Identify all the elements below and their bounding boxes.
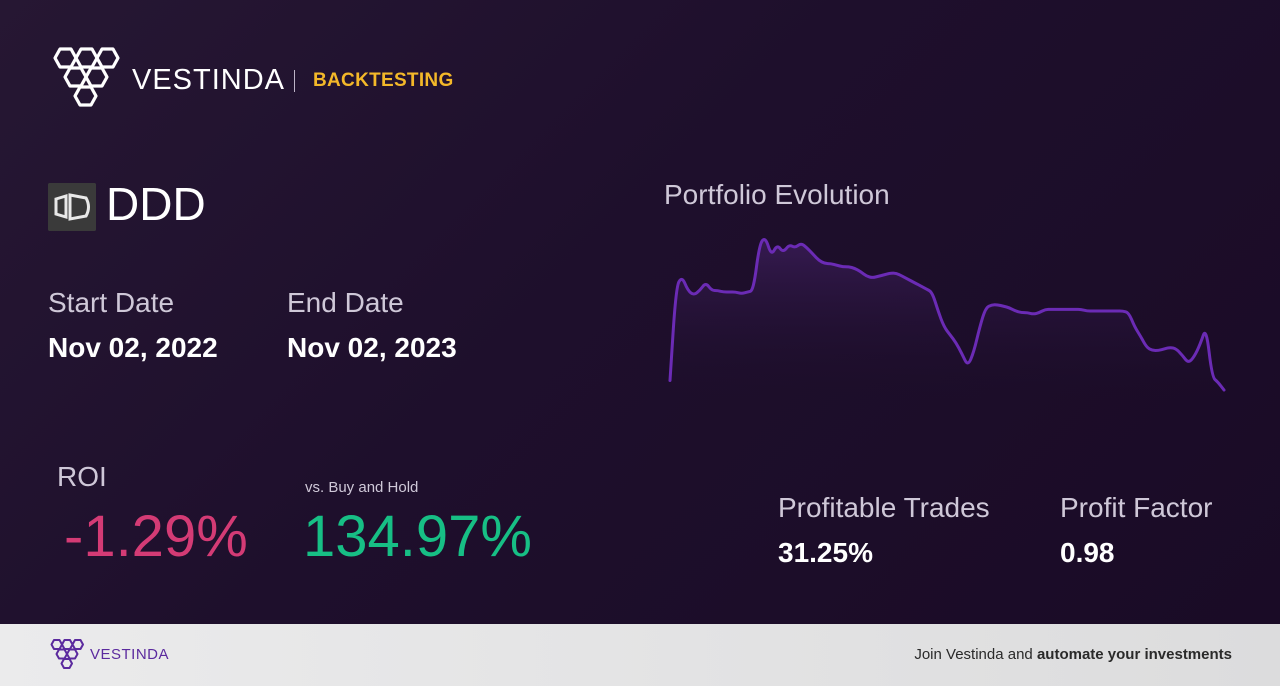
- footer-cta-link[interactable]: Join Vestinda and automate your investme…: [914, 645, 1232, 665]
- footer: VESTINDA Join Vestinda and automate your…: [0, 624, 1280, 686]
- end-date-value: Nov 02, 2023: [287, 332, 457, 363]
- vestinda-logo-icon: [53, 47, 120, 107]
- roi-value: -1.29%: [64, 504, 248, 569]
- profit-factor-value: 0.98: [1060, 537, 1115, 568]
- end-date-label: End Date: [287, 287, 404, 318]
- start-date-label: Start Date: [48, 287, 175, 318]
- brand-tagline: BACKTESTING: [313, 70, 454, 91]
- chart-title: Portfolio Evolution: [664, 179, 890, 210]
- buy-hold-label: vs. Buy and Hold: [305, 479, 419, 496]
- footer-cta-bold: automate your investments: [1036, 646, 1232, 663]
- ticker-symbol: DDD: [106, 178, 206, 230]
- roi-label: ROI: [57, 461, 107, 492]
- footer-brand[interactable]: VESTINDA: [90, 646, 170, 663]
- brand-divider: [294, 70, 295, 92]
- vestinda-footer-logo-icon[interactable]: [48, 638, 86, 672]
- profitable-trades-label: Profitable Trades: [778, 492, 990, 523]
- portfolio-evolution-chart: [668, 238, 1226, 400]
- footer-cta-prefix: Join Vestinda and: [914, 646, 1037, 663]
- buy-hold-value: 134.97%: [303, 504, 532, 569]
- brand-name: VESTINDA: [132, 64, 286, 96]
- profitable-trades-value: 31.25%: [778, 537, 873, 568]
- chart-area-fill: [670, 239, 1224, 400]
- 3d-systems-logo-icon: [48, 183, 96, 231]
- backtest-card: VESTINDA BACKTESTING DDD Start Date Nov …: [0, 0, 1280, 624]
- chart-series-line: [668, 238, 1226, 392]
- profit-factor-label: Profit Factor: [1060, 492, 1213, 523]
- start-date-value: Nov 02, 2022: [48, 332, 218, 363]
